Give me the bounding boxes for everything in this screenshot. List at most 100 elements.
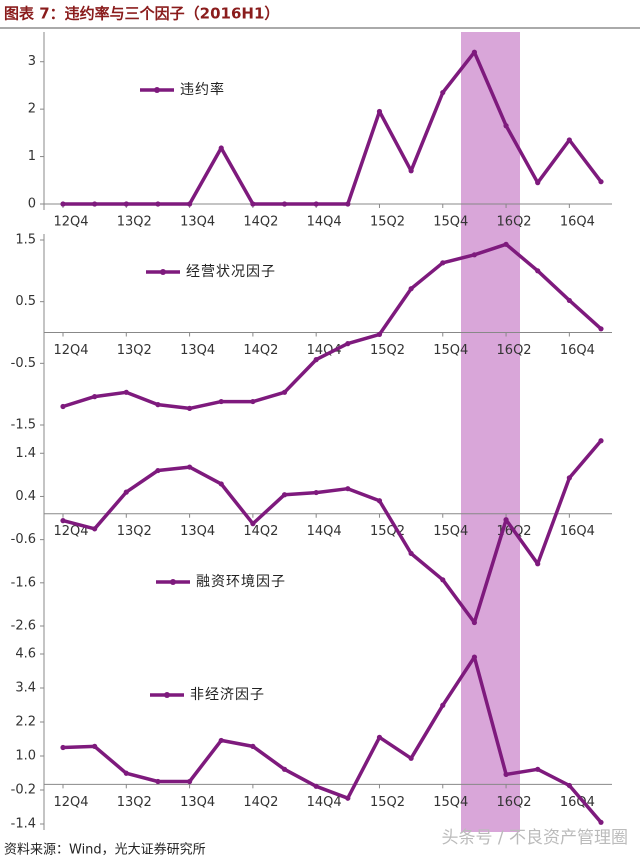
watermark: 头条号 / 不良资产管理圈 xyxy=(441,828,628,848)
x-tick-label: 13Q2 xyxy=(117,215,152,230)
x-tick-label: 16Q2 xyxy=(497,795,532,810)
x-tick-label: 12Q4 xyxy=(53,524,88,539)
legend-marker xyxy=(170,579,176,585)
point xyxy=(345,201,351,207)
point xyxy=(345,486,351,492)
legend-label: 非经济因子 xyxy=(190,687,265,703)
x-tick-label: 12Q4 xyxy=(53,215,88,230)
y-tick-label: 1.5 xyxy=(15,233,36,248)
legend-label: 违约率 xyxy=(180,81,225,98)
x-tick-label: 14Q4 xyxy=(307,343,342,358)
point xyxy=(535,561,541,567)
point xyxy=(376,498,383,504)
point xyxy=(155,778,161,785)
point xyxy=(155,402,161,408)
y-tick-label: -2.6 xyxy=(11,619,36,634)
point xyxy=(376,734,383,740)
point xyxy=(250,743,256,749)
point xyxy=(440,89,446,96)
point xyxy=(566,782,572,789)
point xyxy=(503,771,509,778)
point xyxy=(313,783,319,789)
point xyxy=(440,577,446,583)
x-tick-label: 15Q4 xyxy=(433,215,468,230)
y-tick-label: 3 xyxy=(28,54,36,69)
x-tick-label: 13Q2 xyxy=(117,343,152,358)
point xyxy=(250,521,256,527)
point xyxy=(566,137,572,143)
x-tick-label: 13Q4 xyxy=(180,343,215,358)
x-tick-label: 13Q4 xyxy=(180,795,215,810)
legend-label: 经营状况因子 xyxy=(186,264,276,280)
x-tick-label: 16Q4 xyxy=(560,215,595,230)
legend-label: 融资环境因子 xyxy=(196,574,286,590)
point xyxy=(218,481,224,487)
highlight-band xyxy=(461,32,520,832)
x-tick-label: 15Q2 xyxy=(370,343,405,358)
point xyxy=(440,260,446,266)
point xyxy=(503,241,509,247)
point xyxy=(250,398,256,405)
point xyxy=(408,755,414,761)
y-tick-label: 0 xyxy=(28,197,36,212)
point xyxy=(92,201,98,207)
x-tick-label: 16Q4 xyxy=(560,524,595,539)
y-tick-label: 0.5 xyxy=(15,294,36,309)
legend-marker xyxy=(160,269,166,275)
x-tick-label: 14Q2 xyxy=(243,524,278,539)
point xyxy=(123,770,129,776)
x-tick-label: 15Q4 xyxy=(433,524,468,539)
point xyxy=(313,201,319,207)
y-tick-label: 3.4 xyxy=(15,681,36,696)
point xyxy=(60,518,66,524)
point xyxy=(281,766,288,772)
point xyxy=(566,475,572,481)
point xyxy=(503,123,509,129)
point xyxy=(123,201,129,207)
series-line xyxy=(62,655,603,824)
x-tick-label: 14Q2 xyxy=(243,343,278,358)
point xyxy=(535,268,541,274)
point xyxy=(535,766,541,772)
legend-marker xyxy=(164,692,170,698)
point xyxy=(281,389,288,395)
x-tick-label: 15Q2 xyxy=(370,795,405,810)
point xyxy=(250,201,256,207)
point xyxy=(598,326,604,332)
point xyxy=(92,526,98,532)
x-tick-label: 13Q2 xyxy=(117,795,152,810)
series-line xyxy=(62,242,603,411)
point xyxy=(376,108,383,115)
y-tick-label: 1.0 xyxy=(15,749,36,764)
point xyxy=(566,297,572,304)
y-tick-label: 1.4 xyxy=(15,446,36,461)
y-tick-label: -0.2 xyxy=(11,783,36,798)
point xyxy=(440,702,446,708)
point xyxy=(123,389,129,395)
y-tick-label: -0.6 xyxy=(11,532,36,547)
point xyxy=(155,201,161,207)
point xyxy=(60,403,66,410)
series-line xyxy=(63,50,603,206)
point xyxy=(281,492,288,498)
y-tick-label: 2.2 xyxy=(15,715,36,730)
legend-marker xyxy=(154,87,160,93)
point xyxy=(281,201,288,207)
x-tick-label: 14Q2 xyxy=(243,795,278,810)
point xyxy=(218,145,224,151)
y-tick-label: -0.5 xyxy=(11,356,36,371)
y-tick-label: 1 xyxy=(28,149,36,164)
x-tick-label: 13Q4 xyxy=(180,524,215,539)
x-tick-label: 12Q4 xyxy=(53,795,88,810)
x-tick-label: 16Q2 xyxy=(497,343,532,358)
figure-title: 图表 7：违约率与三个因子（2016H1） xyxy=(4,5,279,23)
point xyxy=(471,252,478,258)
point xyxy=(408,286,414,292)
source: 资料来源：Wind，光大证券研究所 xyxy=(4,842,206,858)
point xyxy=(376,331,383,337)
y-tick-label: 0.4 xyxy=(15,489,36,504)
point xyxy=(471,654,478,660)
point xyxy=(218,737,224,744)
y-tick-label: -1.6 xyxy=(11,575,36,590)
point xyxy=(186,464,193,470)
